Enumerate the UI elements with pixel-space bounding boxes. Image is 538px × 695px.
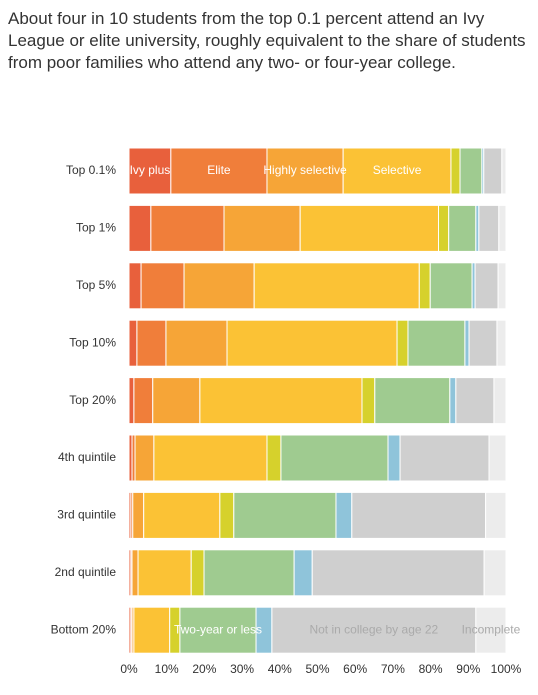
- x-tick-label: 10%: [155, 662, 179, 676]
- bar-segment: [170, 147, 268, 195]
- segment-label: Selective: [373, 163, 422, 177]
- bar-segment: [226, 319, 398, 367]
- bar-segment: [199, 377, 363, 425]
- x-tick-label: 60%: [343, 662, 367, 676]
- bar-segment: [203, 549, 295, 597]
- bar-segment: [253, 262, 420, 310]
- bar-segment: [478, 204, 500, 252]
- bar-segment: [488, 434, 507, 482]
- bar-segment: [438, 204, 450, 252]
- bar-segment: [150, 204, 225, 252]
- bar-segment: [165, 319, 228, 367]
- x-tick-label: 30%: [230, 662, 254, 676]
- y-tick-label: Top 5%: [76, 278, 116, 292]
- bar-segment: [407, 319, 466, 367]
- y-tick-label: Bottom 20%: [51, 622, 117, 636]
- x-tick-label: 70%: [381, 662, 405, 676]
- bar-segment: [219, 491, 235, 539]
- bar-segment: [483, 549, 507, 597]
- bar-segment: [498, 204, 507, 252]
- bar-segment: [266, 147, 344, 195]
- bar-segment: [133, 606, 171, 654]
- bar-segment: [501, 147, 507, 195]
- bar-segment: [468, 319, 498, 367]
- bar-segment: [131, 549, 139, 597]
- bar-segment: [429, 262, 473, 310]
- x-tick-label: 50%: [305, 662, 329, 676]
- bar-segment: [128, 377, 135, 425]
- bar-segment: [280, 434, 389, 482]
- bar-segment: [266, 434, 282, 482]
- bar-segment: [342, 147, 452, 195]
- bar-segment: [361, 377, 376, 425]
- bar-segment: [128, 319, 138, 367]
- bar-segment: [183, 262, 255, 310]
- bar-segment: [153, 434, 268, 482]
- bar-segment: [293, 549, 313, 597]
- bar-segment: [136, 319, 167, 367]
- segment-label: Not in college by age 22: [309, 622, 438, 636]
- bar-segment: [152, 377, 201, 425]
- y-tick-label: 3rd quintile: [57, 508, 116, 522]
- bar-segment: [128, 147, 172, 195]
- bar-segment: [399, 434, 490, 482]
- bar-segment: [311, 549, 485, 597]
- y-tick-label: Top 20%: [69, 393, 116, 407]
- bar-segment: [464, 319, 470, 367]
- chart-title: About four in 10 students from the top 0…: [8, 9, 526, 72]
- bar-segment: [299, 204, 440, 252]
- bar-segment: [335, 491, 353, 539]
- segment-label: Incomplete: [462, 622, 521, 636]
- y-tick-label: 2nd quintile: [55, 565, 117, 579]
- segment-label: Elite: [207, 163, 231, 177]
- x-tick-label: 100%: [491, 662, 522, 676]
- bar-segment: [485, 491, 507, 539]
- x-tick-label: 0%: [120, 662, 138, 676]
- segment-label: Two-year or less: [174, 622, 262, 636]
- bar-segment: [128, 204, 152, 252]
- bar-segment: [128, 262, 142, 310]
- bar-segment: [450, 147, 461, 195]
- bar-segment: [190, 549, 205, 597]
- x-tick-label: 20%: [192, 662, 216, 676]
- bar-segment: [133, 377, 154, 425]
- bar-segment: [448, 204, 477, 252]
- bar-segment: [140, 262, 185, 310]
- bar-segment: [455, 377, 495, 425]
- x-tick-label: 90%: [456, 662, 480, 676]
- bar-segment: [474, 262, 499, 310]
- bar-segment: [143, 491, 221, 539]
- bar-segment: [132, 491, 145, 539]
- bar-segment: [134, 434, 155, 482]
- bar-segment: [475, 606, 507, 654]
- segment-label: Ivy plus: [130, 163, 171, 177]
- bar-segment: [449, 377, 457, 425]
- bar-segment: [233, 491, 337, 539]
- bar-segment: [137, 549, 192, 597]
- bar-segment: [496, 319, 507, 367]
- y-tick-label: Top 10%: [69, 335, 116, 349]
- segment-label: Highly selective: [263, 163, 347, 177]
- bar-segment: [493, 377, 507, 425]
- bar-segment: [271, 606, 477, 654]
- bar-segment: [374, 377, 451, 425]
- y-tick-label: Top 0.1%: [66, 163, 116, 177]
- x-tick-label: 40%: [268, 662, 292, 676]
- bar-segment: [396, 319, 409, 367]
- y-tick-label: 4th quintile: [58, 450, 116, 464]
- bar-segment: [387, 434, 401, 482]
- bar-segment: [418, 262, 431, 310]
- bar-segment: [497, 262, 507, 310]
- bar-segment: [459, 147, 483, 195]
- y-tick-label: Top 1%: [76, 221, 116, 235]
- bar-segment: [223, 204, 301, 252]
- bar-segment: [483, 147, 503, 195]
- x-tick-label: 80%: [419, 662, 443, 676]
- bar-segment: [351, 491, 487, 539]
